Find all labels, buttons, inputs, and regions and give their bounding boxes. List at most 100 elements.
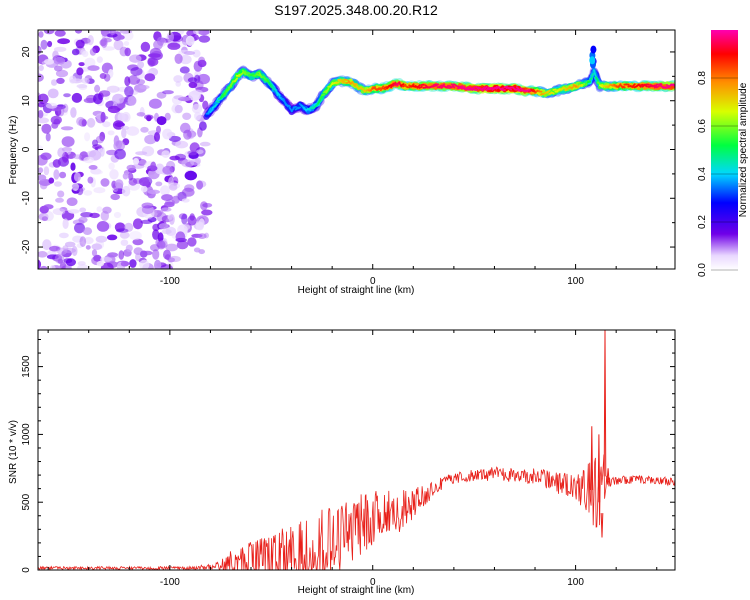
noise-blob <box>168 255 181 263</box>
noise-blob <box>187 237 197 247</box>
noise-blob <box>87 176 94 184</box>
colorbar-label: Normalized spectral amplitude <box>738 82 749 217</box>
noise-blob <box>127 96 137 106</box>
noise-blob <box>75 39 85 49</box>
noise-blob <box>158 223 169 230</box>
ridge-segment <box>493 86 498 90</box>
noise-blob <box>79 236 87 248</box>
colorbar-tick-label: 0.8 <box>697 71 708 85</box>
ridge-segment <box>306 107 312 111</box>
noise-blob <box>48 177 55 184</box>
ridge-segment <box>274 88 279 97</box>
noise-blob <box>180 122 191 134</box>
noise-blob <box>107 105 121 114</box>
noise-blob <box>63 247 76 254</box>
noise-blob <box>100 37 108 48</box>
y-tick-label: 0 <box>21 146 32 152</box>
noise-blob <box>76 84 88 89</box>
noise-blob <box>162 128 173 140</box>
noise-blob <box>126 126 140 136</box>
colorbar-ticks: 0.0 0.2 0.4 0.6 0.8 <box>697 71 738 277</box>
noise-blob <box>65 258 76 267</box>
noise-blob <box>152 229 160 240</box>
noise-blob <box>191 89 203 96</box>
noise-blob <box>129 54 142 63</box>
noise-blob <box>196 180 204 190</box>
noise-blob <box>107 252 118 258</box>
noise-blob <box>79 207 87 213</box>
x-tick-label: 0 <box>370 276 376 287</box>
ridge-segment <box>241 69 247 75</box>
ridge-segment <box>456 85 462 90</box>
noise-blob <box>96 260 105 267</box>
noise-blob <box>84 132 91 142</box>
noise-blob <box>185 35 195 46</box>
noise-blob <box>77 261 86 266</box>
noise-blob <box>116 228 129 233</box>
colorbar-tick-label: 0.0 <box>697 263 708 277</box>
ridge-segment <box>562 86 567 90</box>
noise-blob <box>54 30 66 37</box>
noise-blob <box>106 85 120 93</box>
ridge-segment <box>631 83 636 88</box>
noise-blob <box>55 197 64 203</box>
noise-blob <box>147 189 160 195</box>
ridge-segment <box>219 93 224 99</box>
ridge-segment <box>388 84 393 87</box>
noise-blob <box>110 193 120 201</box>
ridge-segment <box>454 84 460 88</box>
noise-blob <box>42 239 52 251</box>
noise-blob <box>69 75 77 84</box>
noise-blob <box>197 30 210 36</box>
noise-blob <box>83 97 96 104</box>
noise-blob <box>140 185 148 193</box>
noise-blob <box>62 103 69 113</box>
noise-blob <box>161 229 172 235</box>
y-tick-label: -10 <box>21 191 32 206</box>
ridge-segment <box>400 83 405 87</box>
ridge-segment <box>461 86 466 90</box>
ridge-segment <box>371 86 377 90</box>
noise-blob <box>95 135 104 144</box>
ridge-segment <box>290 107 295 113</box>
noise-blob <box>128 74 140 85</box>
noise-blob <box>124 86 134 97</box>
ridge-segment <box>207 107 212 114</box>
noise-blob <box>73 154 82 160</box>
noise-blob <box>61 136 75 148</box>
ridge-segment <box>209 108 214 114</box>
noise-blob <box>51 79 58 86</box>
noise-blob <box>92 139 98 147</box>
noise-blob <box>150 161 157 172</box>
noise-blob <box>175 81 181 87</box>
ridge-segment <box>276 91 281 97</box>
noise-blob <box>156 240 166 250</box>
top-x-axis-label: Height of straight line (km) <box>298 285 415 296</box>
noise-blob <box>199 121 207 131</box>
y-tick-label: -20 <box>21 239 32 254</box>
noise-blob <box>186 130 197 138</box>
noise-blob <box>54 253 65 264</box>
noise-blob <box>83 156 95 164</box>
noise-blob <box>174 53 183 64</box>
noise-blob <box>156 210 164 215</box>
ridge-segment <box>621 85 626 89</box>
noise-blob <box>141 202 154 209</box>
x-tick-label: -100 <box>160 577 180 588</box>
noise-blob <box>188 81 198 89</box>
y-tick-label: 500 <box>21 493 32 510</box>
noise-blob <box>140 219 153 224</box>
ridge-segment <box>321 93 326 97</box>
noise-blob <box>169 183 178 191</box>
ridge-segment <box>323 89 328 94</box>
noise-blob <box>183 129 192 140</box>
noise-blob <box>114 179 124 189</box>
noise-blob <box>160 264 173 269</box>
y-tick-label: 1000 <box>21 423 32 446</box>
ridge-segment <box>256 73 261 77</box>
noise-blob <box>41 216 49 222</box>
bottom-x-axis-label: Height of straight line (km) <box>298 585 415 596</box>
ridge-segment <box>481 86 486 90</box>
noise-blob <box>197 59 207 68</box>
noise-blob <box>52 159 61 168</box>
